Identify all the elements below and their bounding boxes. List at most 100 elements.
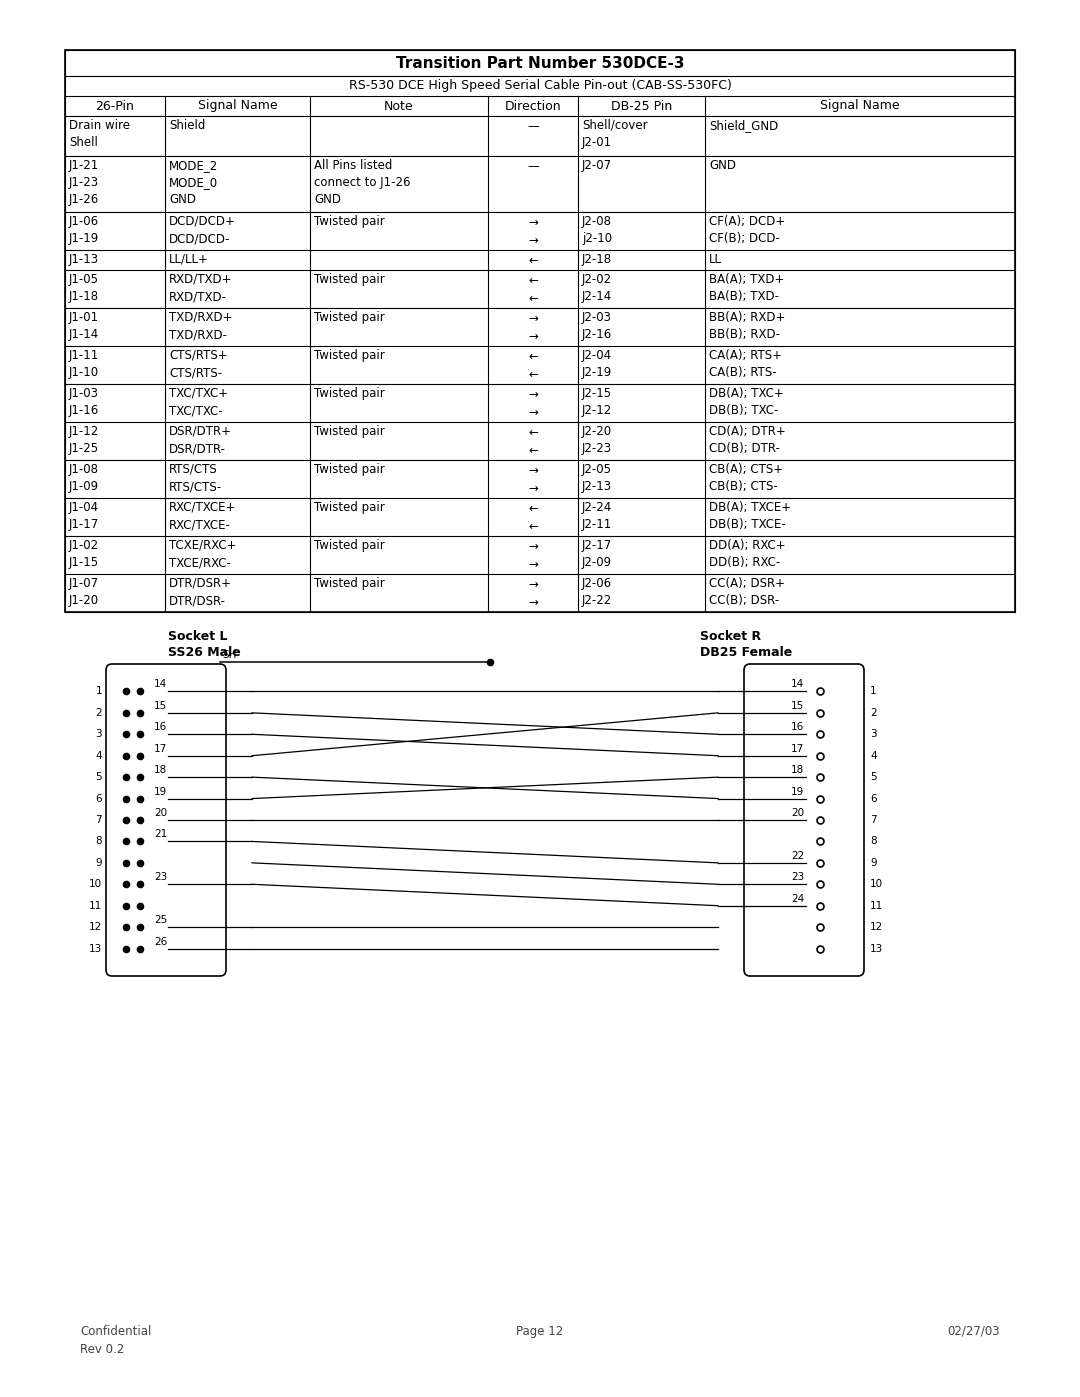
Text: GND: GND: [708, 159, 735, 172]
Text: CTS/RTS+
CTS/RTS-: CTS/RTS+ CTS/RTS-: [168, 349, 228, 379]
Text: 4: 4: [870, 750, 877, 761]
Text: 21: 21: [154, 830, 167, 840]
Text: 1: 1: [870, 686, 877, 697]
Text: 8: 8: [95, 837, 102, 847]
Text: CA(A); RTS+
CA(B); RTS-: CA(A); RTS+ CA(B); RTS-: [708, 349, 782, 379]
Text: J2-04
J2-19: J2-04 J2-19: [582, 349, 612, 379]
Text: 26: 26: [154, 936, 167, 947]
Text: 22: 22: [791, 851, 804, 861]
Text: 11: 11: [89, 901, 102, 911]
Text: J1-02
J1-15: J1-02 J1-15: [69, 539, 99, 569]
Text: ←
←: ← ←: [528, 502, 538, 534]
Text: 14: 14: [154, 679, 167, 690]
Text: J1-07
J1-20: J1-07 J1-20: [69, 577, 99, 608]
Text: Drain wire
Shell: Drain wire Shell: [69, 119, 130, 149]
Text: 8: 8: [870, 837, 877, 847]
Text: J1-05
J1-18: J1-05 J1-18: [69, 272, 99, 303]
Text: Note: Note: [384, 99, 414, 113]
Text: 23: 23: [154, 872, 167, 883]
Text: 17: 17: [154, 743, 167, 754]
FancyBboxPatch shape: [744, 664, 864, 977]
Text: 25: 25: [154, 915, 167, 925]
Text: 16: 16: [791, 722, 804, 732]
Text: —: —: [527, 161, 539, 173]
Text: RTS/CTS
RTS/CTS-: RTS/CTS RTS/CTS-: [168, 462, 222, 493]
Text: DD(A); RXC+
DD(B); RXC-: DD(A); RXC+ DD(B); RXC-: [708, 539, 785, 569]
Text: 15: 15: [791, 701, 804, 711]
Text: J1-12
J1-25: J1-12 J1-25: [69, 425, 99, 455]
Text: RXC/TXCE+
RXC/TXCE-: RXC/TXCE+ RXC/TXCE-: [168, 502, 237, 531]
Text: Direction: Direction: [504, 99, 562, 113]
Text: 14: 14: [791, 679, 804, 690]
Text: TXC/TXC+
TXC/TXC-: TXC/TXC+ TXC/TXC-: [168, 387, 228, 416]
Text: RXD/TXD+
RXD/TXD-: RXD/TXD+ RXD/TXD-: [168, 272, 232, 303]
Text: J1-13: J1-13: [69, 253, 99, 265]
Text: J2-08
j2-10: J2-08 j2-10: [582, 215, 612, 244]
Text: RS-530 DCE High Speed Serial Cable Pin-out (CAB-SS-530FC): RS-530 DCE High Speed Serial Cable Pin-o…: [349, 80, 731, 92]
Text: 16: 16: [154, 722, 167, 732]
Text: 1: 1: [95, 686, 102, 697]
Text: 10: 10: [870, 879, 883, 890]
Text: TCXE/RXC+
TXCE/RXC-: TCXE/RXC+ TXCE/RXC-: [168, 539, 237, 569]
Text: All Pins listed
connect to J1-26
GND: All Pins listed connect to J1-26 GND: [314, 159, 410, 205]
Bar: [65, 50, 1015, 612]
Text: J2-18: J2-18: [582, 253, 612, 265]
Text: 18: 18: [154, 766, 167, 775]
Text: J1-08
J1-09: J1-08 J1-09: [69, 462, 99, 493]
Text: Twisted pair: Twisted pair: [314, 349, 384, 362]
Text: Twisted pair: Twisted pair: [314, 425, 384, 439]
Text: TXD/RXD+
TXD/RXD-: TXD/RXD+ TXD/RXD-: [168, 312, 232, 341]
Text: Twisted pair: Twisted pair: [314, 272, 384, 286]
Text: DB(A); TXC+
DB(B); TXC-: DB(A); TXC+ DB(B); TXC-: [708, 387, 784, 416]
Text: 19: 19: [791, 787, 804, 796]
Text: 3: 3: [870, 729, 877, 739]
Text: 15: 15: [154, 701, 167, 711]
Text: →
→: → →: [528, 312, 538, 344]
Text: 6: 6: [870, 793, 877, 803]
Text: →
→: → →: [528, 578, 538, 609]
Text: ←
←: ← ←: [528, 351, 538, 381]
Text: Shell/cover
J2-01: Shell/cover J2-01: [582, 119, 648, 149]
Text: Socket R: Socket R: [700, 630, 761, 643]
Text: 5: 5: [870, 773, 877, 782]
Text: 3: 3: [95, 729, 102, 739]
Text: →
→: → →: [528, 217, 538, 247]
Text: J2-24
J2-11: J2-24 J2-11: [582, 502, 612, 531]
Text: 6: 6: [95, 793, 102, 803]
Text: J2-06
J2-22: J2-06 J2-22: [582, 577, 612, 608]
Text: CC(A); DSR+
CC(B); DSR-: CC(A); DSR+ CC(B); DSR-: [708, 577, 785, 608]
Text: 02/27/03: 02/27/03: [947, 1324, 1000, 1338]
Text: J2-02
J2-14: J2-02 J2-14: [582, 272, 612, 303]
Text: 9: 9: [870, 858, 877, 868]
Text: 12: 12: [89, 922, 102, 932]
Text: →
→: → →: [528, 388, 538, 419]
Text: Twisted pair: Twisted pair: [314, 387, 384, 400]
Text: Twisted pair: Twisted pair: [314, 462, 384, 476]
Text: ←
←: ← ←: [528, 274, 538, 305]
Text: J2-03
J2-16: J2-03 J2-16: [582, 312, 612, 341]
Text: 13: 13: [870, 943, 883, 954]
Text: Twisted pair: Twisted pair: [314, 215, 384, 228]
Text: 4: 4: [95, 750, 102, 761]
Text: DB25 Female: DB25 Female: [700, 645, 793, 659]
Text: 12: 12: [870, 922, 883, 932]
Text: Shield_GND: Shield_GND: [708, 119, 779, 131]
Text: 13: 13: [89, 943, 102, 954]
Text: Signal Name: Signal Name: [198, 99, 278, 113]
Text: DB-25 Pin: DB-25 Pin: [611, 99, 672, 113]
Text: J1-03
J1-16: J1-03 J1-16: [69, 387, 99, 416]
Text: 2: 2: [870, 708, 877, 718]
Text: J2-15
J2-12: J2-15 J2-12: [582, 387, 612, 416]
Text: BB(A); RXD+
BB(B); RXD-: BB(A); RXD+ BB(B); RXD-: [708, 312, 785, 341]
Text: Transition Part Number 530DCE-3: Transition Part Number 530DCE-3: [395, 56, 685, 70]
Text: J2-17
J2-09: J2-17 J2-09: [582, 539, 612, 569]
Text: Signal Name: Signal Name: [820, 99, 900, 113]
Text: Twisted pair: Twisted pair: [314, 312, 384, 324]
Text: 2: 2: [95, 708, 102, 718]
Text: Twisted pair: Twisted pair: [314, 539, 384, 552]
Text: 19: 19: [154, 787, 167, 796]
Text: 7: 7: [95, 814, 102, 826]
Text: 20: 20: [154, 807, 167, 819]
Text: 7: 7: [870, 814, 877, 826]
Text: SS26 Male: SS26 Male: [168, 645, 241, 659]
